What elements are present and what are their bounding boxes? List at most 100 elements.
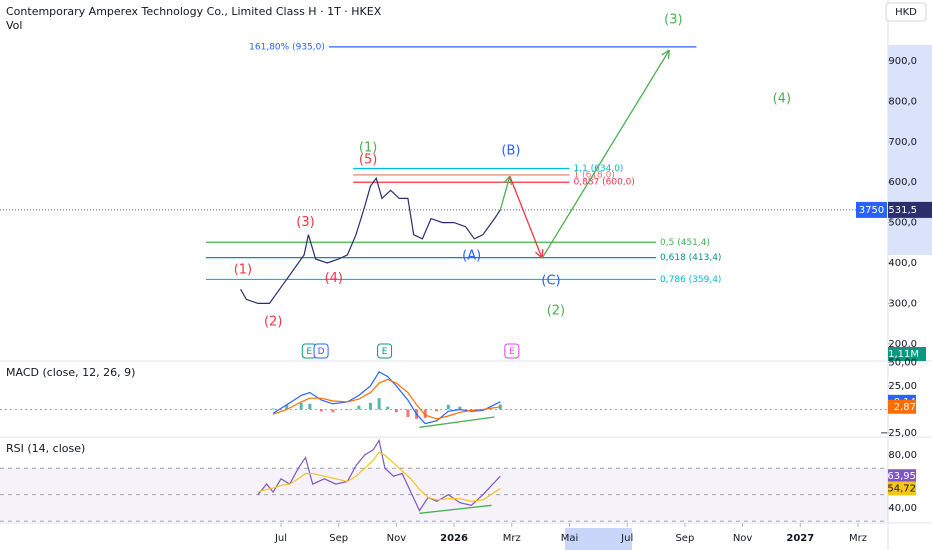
y-tick-label: 80,00	[888, 450, 917, 461]
currency[interactable]: HKD	[895, 7, 917, 18]
level-label: 161,80% (935,0)	[249, 42, 325, 52]
event-box	[504, 343, 520, 359]
histogram-bar	[285, 404, 289, 410]
projection-arrow	[499, 176, 511, 211]
rsi-title: RSI (14, close)	[6, 442, 85, 455]
y-tick-label: −25,00	[880, 428, 917, 439]
last-price-box	[888, 201, 932, 218]
wave-label: (4)	[773, 91, 791, 106]
event-label: E	[306, 347, 312, 357]
x-tick-label: Sep	[329, 533, 348, 544]
chart-title: Contemporary Amperex Technology Co., Lim…	[6, 5, 382, 18]
histogram-bar	[386, 406, 390, 410]
x-tick-label: Nov	[733, 533, 753, 544]
y-tick-label: 300,0	[888, 298, 917, 309]
x-tick-label: Mrz	[503, 533, 521, 544]
y-tick-label: 25,00	[888, 381, 917, 392]
last-value-box	[888, 399, 916, 414]
wave-label: (5)	[359, 153, 377, 168]
symbol-box	[856, 201, 887, 218]
level-label: 0,887 (600,0)	[573, 178, 634, 188]
y-tick-label: 200,0	[888, 339, 917, 350]
histogram-bar	[271, 408, 275, 410]
histogram-bar	[308, 403, 312, 410]
wave-label: (A)	[462, 249, 481, 264]
level-label: 1 (618,0)	[573, 170, 614, 180]
histogram-bar	[345, 409, 349, 410]
y-tick-label: 800,0	[888, 96, 917, 107]
histogram-bar	[331, 409, 335, 413]
level-label: 0,5 (451,4)	[660, 238, 710, 248]
y-tick-label: 50,00	[888, 357, 917, 368]
x-tick-label: Jul	[274, 533, 287, 544]
event-badge: E	[301, 343, 317, 359]
histogram-bar	[368, 402, 372, 410]
arrow-head	[667, 50, 670, 60]
last-value-box	[888, 481, 916, 496]
histogram-bar	[357, 405, 361, 410]
projection-arrow	[509, 175, 543, 259]
histogram-bar	[394, 409, 398, 413]
wave-label: (1)	[359, 140, 377, 155]
x-tick-label: 2027	[786, 533, 814, 544]
wave-label: (B)	[501, 144, 520, 159]
volume-title: Vol	[6, 19, 22, 32]
histogram-bar	[406, 409, 410, 417]
y-tick-label: 40,00	[888, 503, 917, 514]
arrow-head	[541, 249, 544, 259]
event-badge: D	[313, 343, 329, 359]
level-label: 0,786 (359,4)	[660, 275, 721, 285]
indicator-line	[257, 438, 501, 512]
last-price-label: 531,5	[888, 205, 917, 216]
macd-title: MACD (close, 12, 26, 9)	[6, 366, 135, 379]
x-tick-label: Mrz	[849, 533, 867, 544]
y-tick-label: 700,0	[888, 137, 917, 148]
histogram-bar	[446, 404, 450, 410]
histogram-bar	[423, 409, 427, 418]
projection-arrow	[541, 49, 670, 259]
currency-box[interactable]	[885, 2, 927, 22]
axis-highlight	[888, 45, 932, 255]
event-box	[377, 343, 393, 359]
wave-label: (4)	[325, 271, 343, 286]
symbol-label: 3750	[859, 205, 884, 216]
last-value-label: 54,72	[887, 483, 916, 494]
indicator-line	[257, 451, 501, 502]
volume-label: 1,11M	[888, 349, 919, 360]
x-tick-label: Nov	[387, 533, 407, 544]
wave-label: (C)	[541, 274, 560, 289]
histogram-bar	[435, 409, 439, 412]
wave-label: (2)	[547, 304, 565, 319]
wave-label: (2)	[264, 315, 282, 330]
histogram-bar	[458, 406, 462, 410]
last-value-box	[888, 469, 916, 484]
time-highlight	[565, 528, 632, 550]
indicator-line	[272, 371, 501, 425]
trendline	[419, 504, 492, 514]
y-tick-label: 600,0	[888, 177, 917, 188]
volume-box	[888, 347, 926, 361]
event-label: D	[318, 347, 325, 357]
level-label: 1,1 (634,0)	[573, 164, 623, 174]
wave-label: (3)	[664, 13, 682, 28]
y-tick-label: 400,0	[888, 258, 917, 269]
arrow-head	[535, 251, 543, 259]
event-badge: E	[504, 343, 520, 359]
histogram-bar	[319, 409, 323, 412]
level-label: 0,618 (413,4)	[660, 253, 721, 263]
arrow-head	[503, 175, 511, 184]
x-tick-label: Sep	[675, 533, 694, 544]
event-badge: E	[377, 343, 393, 359]
arrow-head	[661, 49, 670, 56]
histogram-bar	[299, 402, 303, 410]
wave-label: (3)	[296, 215, 314, 230]
event-label: E	[382, 347, 388, 357]
indicator-line	[273, 378, 501, 420]
price-line	[240, 176, 501, 304]
x-tick-label: Mai	[561, 533, 579, 544]
trendline	[419, 416, 495, 428]
histogram-bar	[377, 398, 381, 410]
last-value-label: 63,95	[887, 471, 916, 482]
event-label: E	[509, 347, 515, 357]
